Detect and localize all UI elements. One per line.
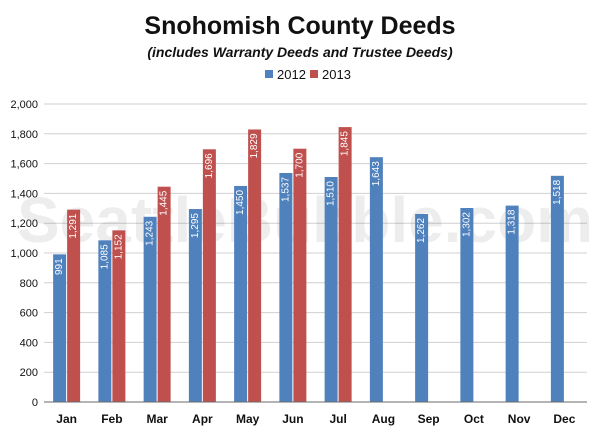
bar-2013-may bbox=[248, 129, 262, 402]
bar-2012-apr bbox=[188, 209, 202, 402]
y-tick-label: 1,800 bbox=[10, 129, 38, 141]
data-label: 1,302 bbox=[461, 212, 472, 237]
data-label: 1,291 bbox=[68, 213, 79, 238]
x-tick-label: Aug bbox=[372, 412, 395, 426]
data-label: 1,829 bbox=[249, 133, 260, 158]
x-axis-ticks: Jan Feb Mar Apr May Jun Jul Aug Sep Oct Nov Dec bbox=[56, 412, 575, 426]
y-tick-label: 600 bbox=[20, 308, 38, 320]
bar-2012-sep bbox=[415, 213, 429, 402]
legend-swatch-2012 bbox=[265, 70, 273, 78]
bar-2013-jul bbox=[338, 127, 352, 402]
bar-2013-jun bbox=[293, 148, 307, 402]
data-label: 1,152 bbox=[113, 234, 124, 259]
x-tick-label: Feb bbox=[101, 412, 122, 426]
data-label: 1,085 bbox=[99, 244, 110, 269]
data-label: 1,450 bbox=[235, 190, 246, 215]
legend-label-2013: 2013 bbox=[322, 67, 351, 82]
bar-2012-nov bbox=[505, 205, 519, 402]
plot-area: SeattleBubble.com 9911,2911,0851,1521,24… bbox=[10, 99, 593, 426]
x-tick-label: Jul bbox=[329, 412, 346, 426]
x-tick-label: Mar bbox=[146, 412, 168, 426]
y-tick-label: 1,400 bbox=[10, 188, 38, 200]
data-label: 1,295 bbox=[190, 213, 201, 238]
bar-2012-mar bbox=[143, 216, 157, 402]
x-tick-label: May bbox=[236, 412, 260, 426]
chart-subtitle: (includes Warranty Deeds and Trustee Dee… bbox=[147, 44, 453, 60]
x-tick-label: Dec bbox=[553, 412, 575, 426]
bar-2012-jul bbox=[324, 177, 338, 402]
gridlines bbox=[44, 103, 587, 373]
bar-2012-jan bbox=[53, 254, 67, 402]
data-label: 1,262 bbox=[416, 218, 427, 243]
data-label: 1,643 bbox=[371, 161, 382, 186]
data-label: 991 bbox=[54, 258, 65, 275]
legend-label-2012: 2012 bbox=[277, 67, 306, 82]
y-tick-label: 1,200 bbox=[10, 218, 38, 230]
y-tick-label: 1,000 bbox=[10, 248, 38, 260]
x-tick-label: Sep bbox=[418, 412, 440, 426]
x-tick-label: Oct bbox=[464, 412, 484, 426]
data-label: 1,537 bbox=[280, 177, 291, 202]
x-tick-label: Jan bbox=[56, 412, 77, 426]
bar-2013-jan bbox=[67, 209, 81, 402]
data-label: 1,243 bbox=[145, 220, 156, 245]
x-tick-label: Jun bbox=[282, 412, 303, 426]
y-tick-label: 0 bbox=[32, 397, 38, 409]
data-label: 1,510 bbox=[326, 181, 337, 206]
y-tick-label: 1,600 bbox=[10, 159, 38, 171]
data-label: 1,696 bbox=[204, 153, 215, 178]
chart-title: Snohomish County Deeds bbox=[144, 12, 455, 40]
y-tick-label: 2,000 bbox=[10, 99, 38, 111]
y-tick-label: 200 bbox=[20, 367, 38, 379]
data-label: 1,318 bbox=[507, 209, 518, 234]
bar-2013-mar bbox=[157, 186, 171, 402]
bar-2012-aug bbox=[369, 157, 383, 402]
bar-2012-oct bbox=[460, 208, 474, 402]
data-label: 1,700 bbox=[294, 152, 305, 177]
y-axis-ticks: 0 200 400 600 800 1,000 1,200 1,400 1,600 1,800 2,… bbox=[10, 99, 38, 409]
legend: 2012 2013 bbox=[265, 67, 351, 82]
data-label: 1,518 bbox=[552, 179, 563, 204]
data-label: 1,845 bbox=[340, 131, 351, 156]
bar-2012-may bbox=[234, 185, 248, 402]
bar-2013-feb bbox=[112, 230, 126, 402]
y-tick-label: 800 bbox=[20, 278, 38, 290]
x-tick-label: Nov bbox=[508, 412, 531, 426]
data-label: 1,445 bbox=[159, 190, 170, 215]
bars bbox=[53, 127, 564, 402]
y-tick-label: 400 bbox=[20, 337, 38, 349]
legend-swatch-2013 bbox=[310, 70, 318, 78]
bar-2012-dec bbox=[550, 175, 564, 402]
x-tick-label: Apr bbox=[192, 412, 213, 426]
bar-2013-apr bbox=[202, 149, 216, 402]
bar-2012-jun bbox=[279, 172, 293, 402]
bar-2012-feb bbox=[98, 240, 112, 402]
